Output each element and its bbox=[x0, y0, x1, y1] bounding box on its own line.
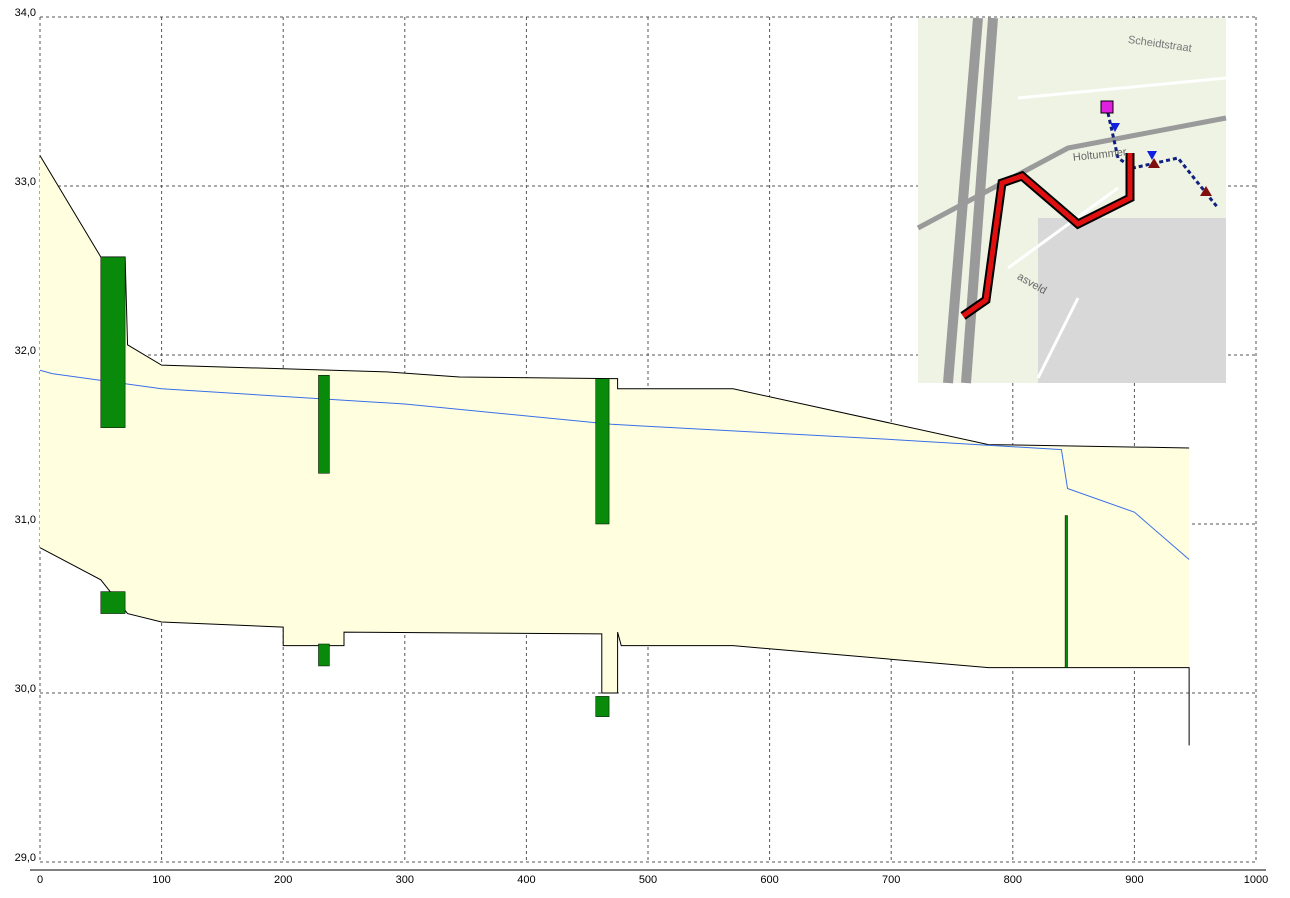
chart: 29,0 30,0 31,0 32,0 33,0 34,0 0 100 200 300 400 500… bbox=[0, 0, 1290, 893]
structure bbox=[318, 644, 329, 666]
y-tick-label: 32,0 bbox=[15, 345, 36, 357]
structure bbox=[596, 696, 609, 716]
structure bbox=[596, 379, 609, 524]
y-tick-label: 30,0 bbox=[15, 683, 36, 695]
x-tick-label: 900 bbox=[1125, 874, 1143, 886]
map-area bbox=[1038, 218, 1226, 383]
x-tick-label: 200 bbox=[274, 874, 292, 886]
x-tick-label: 600 bbox=[760, 874, 778, 886]
page: 29,0 30,0 31,0 32,0 33,0 34,0 0 100 200 300 400 500… bbox=[0, 0, 1290, 898]
x-tick-label: 100 bbox=[152, 874, 170, 886]
inset-map: Scheidtstraat Holtummer asveld bbox=[918, 18, 1226, 383]
y-tick-label: 29,0 bbox=[15, 852, 36, 864]
structure bbox=[318, 375, 329, 473]
y-tick-label: 33,0 bbox=[15, 176, 36, 188]
structure bbox=[1065, 516, 1067, 668]
x-tick-label: 500 bbox=[639, 874, 657, 886]
structure bbox=[101, 257, 125, 428]
x-tick-label: 0 bbox=[37, 874, 43, 886]
x-tick-label: 400 bbox=[517, 874, 535, 886]
structure bbox=[101, 592, 125, 614]
x-tick-label: 700 bbox=[882, 874, 900, 886]
y-tick-label: 34,0 bbox=[15, 7, 36, 19]
x-tick-label: 800 bbox=[1004, 874, 1022, 886]
y-tick-label: 31,0 bbox=[15, 514, 36, 526]
x-tick-label: 300 bbox=[396, 874, 414, 886]
map-marker bbox=[1101, 101, 1113, 113]
x-tick-label: 1000 bbox=[1244, 874, 1268, 886]
